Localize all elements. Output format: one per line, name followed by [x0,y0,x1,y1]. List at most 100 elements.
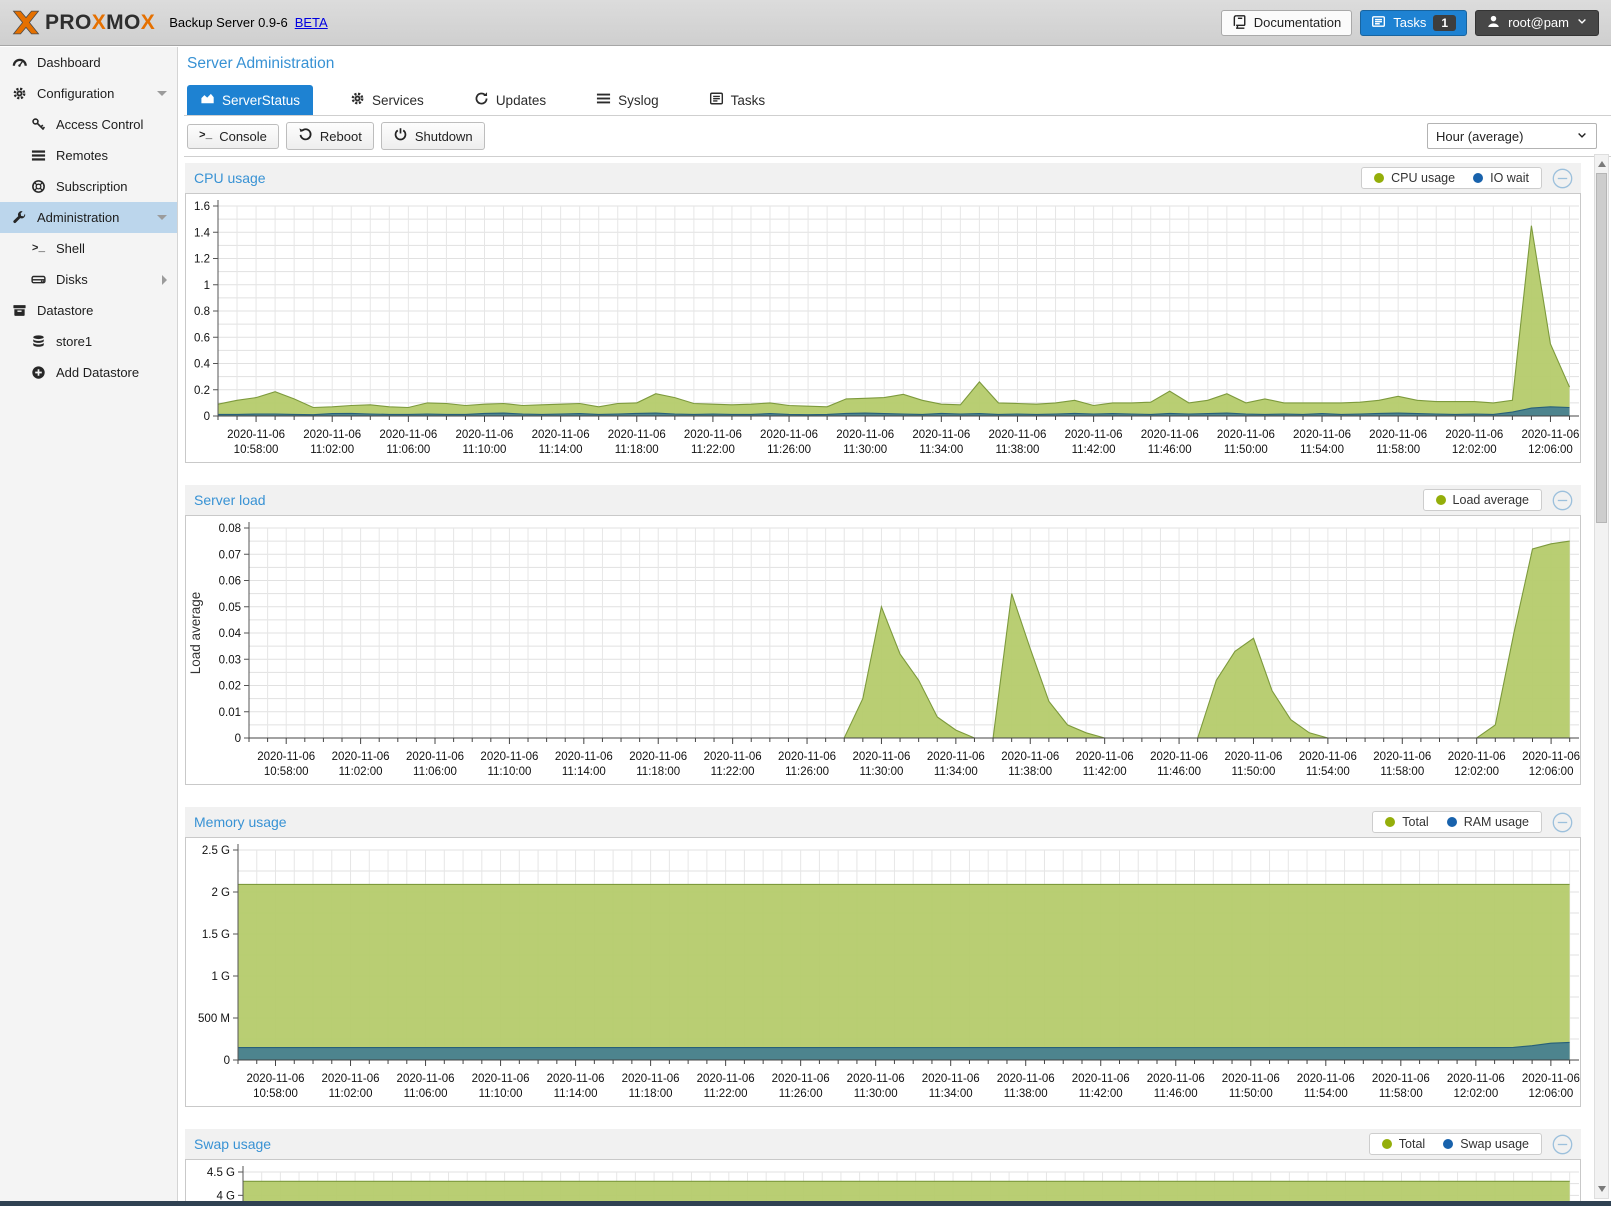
archive-icon [10,303,29,318]
collapse-panel-icon[interactable] [1552,168,1573,189]
tab-syslog[interactable]: Syslog [583,85,672,115]
chart-panel-memory-usage: Memory usageTotalRAM usage0500 M1 G1.5 G… [185,807,1581,1107]
sidebar-item-remotes[interactable]: Remotes [0,140,177,171]
svg-text:11:34:00: 11:34:00 [934,766,978,778]
legend-label: Total [1402,815,1428,829]
svg-text:11:50:00: 11:50:00 [1224,444,1268,456]
gears-icon [10,86,29,101]
shutdown-button[interactable]: Shutdown [381,122,485,150]
svg-text:12:02:00: 12:02:00 [1454,766,1499,778]
svg-text:10:58:00: 10:58:00 [234,444,279,456]
documentation-button[interactable]: Documentation [1221,10,1352,36]
svg-text:2 G: 2 G [211,887,230,899]
sidebar-item-configuration[interactable]: Configuration [0,78,177,109]
svg-text:2020-11-06: 2020-11-06 [772,1073,830,1085]
user-menu-button[interactable]: root@pam [1475,10,1599,36]
book-icon [1232,14,1247,32]
legend-dot-icon [1382,1139,1392,1149]
tab-bar: ServerStatus Services Updates Syslog Tasks [184,85,1611,116]
timeframe-select[interactable]: Hour (average) [1427,123,1597,149]
sidebar-item-shell[interactable]: >_Shell [0,233,177,264]
tasks-button[interactable]: Tasks 1 [1360,10,1467,36]
legend-item-cpu-usage[interactable]: CPU usage [1374,171,1455,185]
legend-item-ram-usage[interactable]: RAM usage [1447,815,1529,829]
legend-item-swap-usage[interactable]: Swap usage [1443,1137,1529,1151]
vertical-scrollbar[interactable] [1594,154,1609,1199]
beta-link[interactable]: BETA [295,15,328,30]
tab-serverstatus[interactable]: ServerStatus [187,85,313,115]
svg-text:11:30:00: 11:30:00 [843,444,887,456]
chart-body: 0500 M1 G1.5 G2 G2.5 G2020-11-0610:58:00… [185,837,1581,1107]
power-icon [393,127,408,145]
svg-text:1.5 G: 1.5 G [202,929,230,941]
legend-dot-icon [1436,495,1446,505]
tab-services[interactable]: Services [337,85,437,115]
sidebar-item-dashboard[interactable]: Dashboard [0,47,177,78]
svg-text:Load average: Load average [188,592,203,675]
svg-text:2020-11-06: 2020-11-06 [1076,751,1134,763]
svg-text:12:02:00: 12:02:00 [1452,444,1497,456]
svg-text:4 G: 4 G [216,1190,235,1201]
svg-text:11:18:00: 11:18:00 [636,766,680,778]
svg-text:2020-11-06: 2020-11-06 [1072,1073,1130,1085]
svg-text:4.5 G: 4.5 G [207,1167,235,1179]
console-button[interactable]: >_ Console [187,124,279,149]
chevron-right-icon [162,275,167,285]
svg-text:12:06:00: 12:06:00 [1528,444,1573,456]
legend-item-total[interactable]: Total [1382,1137,1425,1151]
sidebar-item-subscription[interactable]: Subscription [0,171,177,202]
svg-text:2020-11-06: 2020-11-06 [322,1073,380,1085]
svg-text:0: 0 [235,733,241,745]
svg-text:11:34:00: 11:34:00 [929,1088,973,1100]
collapse-panel-icon[interactable] [1552,1134,1573,1155]
sidebar-item-access-control[interactable]: Access Control [0,109,177,140]
svg-text:2020-11-06: 2020-11-06 [480,751,538,763]
svg-text:11:10:00: 11:10:00 [487,766,531,778]
legend-item-total[interactable]: Total [1385,815,1428,829]
svg-text:2020-11-06: 2020-11-06 [1522,751,1580,763]
chevron-down-icon [1576,15,1588,30]
proxmox-logo: PROXMOX [12,10,155,35]
tab-updates[interactable]: Updates [461,85,559,115]
sidebar-item-datastore[interactable]: Datastore [0,295,177,326]
svg-text:0.04: 0.04 [219,628,242,640]
sidebar-item-disks[interactable]: Disks [0,264,177,295]
scroll-down-arrow[interactable] [1598,1186,1606,1192]
svg-text:11:58:00: 11:58:00 [1380,766,1424,778]
legend-label: Swap usage [1460,1137,1529,1151]
reboot-button[interactable]: Reboot [286,122,374,150]
tab-tasks[interactable]: Tasks [696,85,779,115]
svg-text:2020-11-06: 2020-11-06 [684,429,742,441]
chevron-down-icon [157,91,167,96]
chart-area-icon [200,91,215,109]
scrollbar-thumb[interactable] [1596,173,1607,523]
sidebar-item-label: Administration [37,210,119,225]
svg-text:11:14:00: 11:14:00 [539,444,583,456]
sidebar-item-store1[interactable]: store1 [0,326,177,357]
chart-legend: Total RAM usage [1372,811,1542,833]
legend-item-load-average[interactable]: Load average [1436,493,1529,507]
collapse-panel-icon[interactable] [1552,812,1573,833]
collapse-panel-icon[interactable] [1552,490,1573,511]
legend-item-io-wait[interactable]: IO wait [1473,171,1529,185]
svg-text:2020-11-06: 2020-11-06 [1222,1073,1280,1085]
sidebar-item-label: Access Control [56,117,143,132]
legend-label: RAM usage [1464,815,1529,829]
svg-text:2020-11-06: 2020-11-06 [836,429,894,441]
app-header: PROXMOX Backup Server 0.9-6 BETA Documen… [0,0,1611,46]
svg-text:2020-11-06: 2020-11-06 [406,751,464,763]
scroll-up-arrow[interactable] [1598,161,1606,167]
svg-text:2020-11-06: 2020-11-06 [852,751,910,763]
svg-text:2020-11-06: 2020-11-06 [912,429,970,441]
svg-text:2020-11-06: 2020-11-06 [1147,1073,1205,1085]
sidebar-item-label: Dashboard [37,55,101,70]
svg-text:11:50:00: 11:50:00 [1229,1088,1273,1100]
svg-text:0.07: 0.07 [219,549,241,561]
chevron-down-icon [157,215,167,220]
sidebar-item-administration[interactable]: Administration [0,202,177,233]
svg-text:10:58:00: 10:58:00 [264,766,309,778]
chart-body: 0500 M1 G1.5 G2 G2.5 G3 G3.5 G4 G4.5 G20… [185,1159,1581,1201]
reboot-icon [298,127,313,145]
chart-server-load: 00.010.020.030.040.050.060.070.082020-11… [186,516,1580,784]
sidebar-item-add-datastore[interactable]: Add Datastore [0,357,177,388]
